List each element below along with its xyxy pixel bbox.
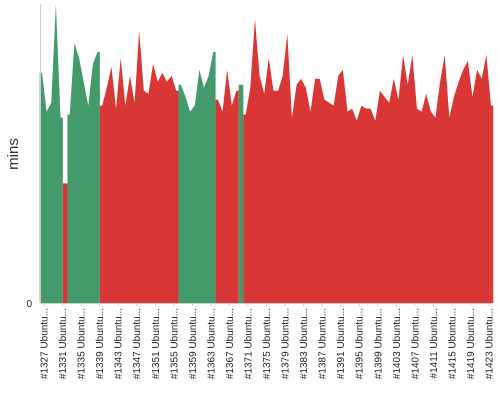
area-segment-pass — [67, 42, 100, 304]
x-tick-label: #1403 Ubuntu... — [392, 308, 403, 379]
x-tick-label: #1391 Ubuntu... — [336, 308, 347, 379]
x-tick-label: #1327 Ubuntu... — [40, 308, 51, 379]
x-tick-label: #1335 Ubuntu... — [77, 308, 88, 379]
x-tick-label: #1387 Ubuntu... — [318, 308, 329, 379]
area-segment-pass — [238, 84, 244, 303]
x-tick-labels: #1327 Ubuntu... #1331 Ubuntu... #1335 Ubun… — [40, 303, 496, 379]
x-tick-label: #1395 Ubuntu... — [355, 308, 366, 379]
x-tick-label: #1339 Ubuntu... — [95, 308, 106, 379]
x-tick-label: #1347 Ubuntu... — [132, 308, 143, 379]
x-tick-label: #1407 Ubuntu... — [410, 308, 421, 379]
area-segment-pass — [39, 4, 63, 303]
area-segment-fail — [243, 18, 494, 303]
x-tick-label: #1355 Ubuntu... — [169, 308, 180, 379]
y-axis-label: mins — [5, 138, 22, 170]
area-segment-fail — [62, 183, 68, 303]
x-tick-label: #1411 Ubuntu... — [429, 308, 440, 378]
x-tick-label: #1363 Ubuntu... — [206, 308, 217, 379]
x-tick-label: #1379 Ubuntu... — [281, 308, 292, 379]
x-tick-label: #1399 Ubuntu... — [373, 308, 384, 379]
y-tick-label: 0 — [26, 299, 32, 310]
area-segment-fail — [99, 30, 179, 303]
area-segment-pass — [178, 51, 216, 304]
x-tick-label: #1367 Ubuntu... — [225, 308, 236, 379]
x-tick-label: #1331 Ubuntu... — [58, 308, 69, 379]
x-tick-label: #1371 Ubuntu... — [244, 308, 255, 379]
area-series — [39, 4, 494, 304]
area-segment-fail — [215, 69, 239, 303]
x-tick-label: #1351 Ubuntu... — [151, 308, 162, 379]
x-tick-label: #1415 Ubuntu... — [447, 308, 458, 379]
x-tick-label: #1419 Ubuntu... — [466, 308, 477, 379]
x-tick-label: #1383 Ubuntu... — [299, 308, 310, 379]
x-tick-label: #1343 Ubuntu... — [114, 308, 125, 379]
x-tick-label: #1423 Ubuntu... — [485, 308, 496, 379]
x-tick-label: #1375 Ubuntu... — [262, 308, 273, 379]
x-tick-label: #1359 Ubuntu... — [188, 308, 199, 379]
